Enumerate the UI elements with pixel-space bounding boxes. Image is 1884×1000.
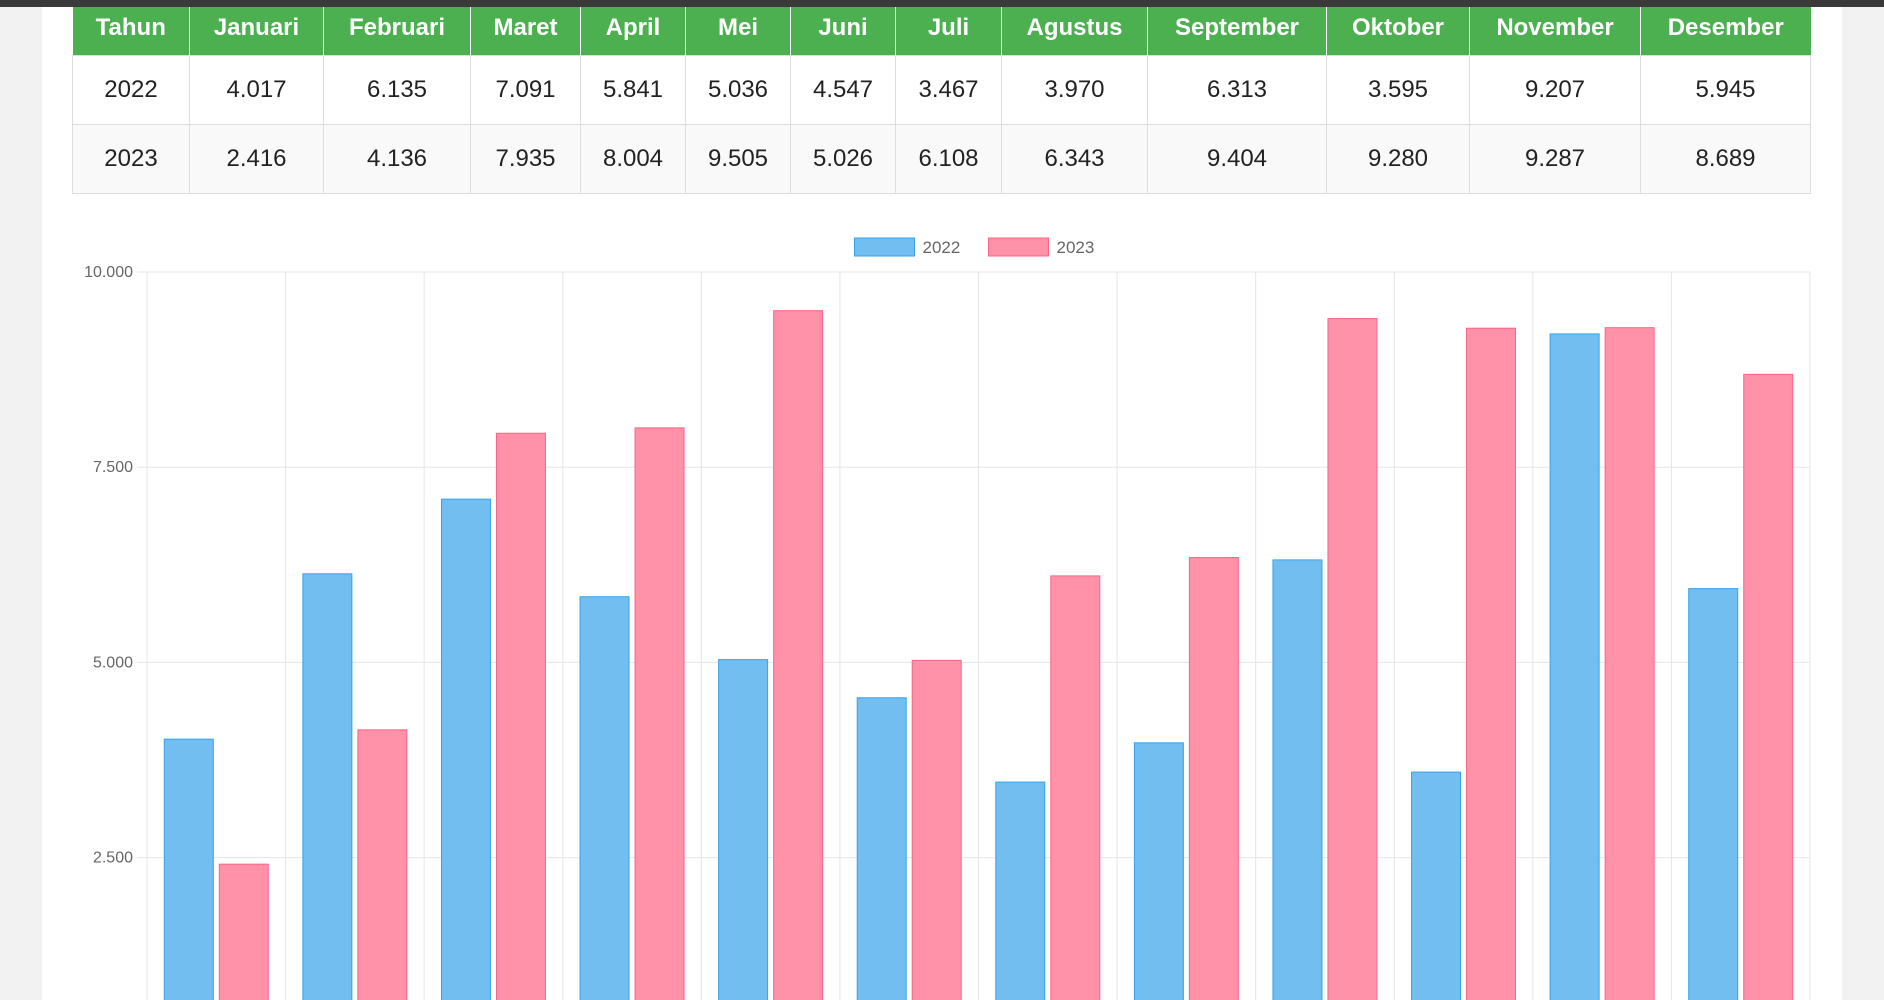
table-cell: 6.343	[1001, 123, 1148, 194]
bar-2022-desember[interactable]	[1688, 588, 1739, 1000]
table-cell: 9.404	[1147, 123, 1327, 194]
bar-2023-desember[interactable]	[1743, 373, 1794, 1000]
header-september: September	[1147, 7, 1327, 55]
table-cell: 3.970	[1001, 54, 1148, 125]
content-card: Tahun Januari Februari Maret April Mei J…	[42, 7, 1842, 1000]
bar-chart: 10.000 7.500 5.000 2.500 2022 2023	[84, 237, 1811, 1000]
header-juni: Juni	[790, 7, 896, 55]
legend-label: 2022	[923, 238, 961, 257]
bar-2022-september[interactable]	[1272, 559, 1323, 1000]
browser-top-bar	[0, 0, 1884, 7]
legend-swatch	[988, 237, 1049, 257]
chart-y-ticks: 10.000 7.500 5.000 2.500	[84, 264, 133, 867]
bar-2023-november[interactable]	[1604, 327, 1655, 1000]
table-row: 2022 4.017 6.135 7.091 5.841 5.036 4.547…	[72, 54, 1811, 125]
table-cell: 9.505	[685, 123, 791, 194]
table-cell: 5.026	[790, 123, 896, 194]
bar-2022-februari[interactable]	[302, 573, 353, 1000]
y-tick-label: 10.000	[84, 264, 133, 281]
table-cell: 2.416	[189, 123, 324, 194]
table-cell: 6.108	[895, 123, 1002, 194]
header-april: April	[580, 7, 686, 55]
header-juli: Juli	[895, 7, 1002, 55]
header-desember: Desember	[1640, 7, 1811, 55]
header-tahun: Tahun	[72, 7, 190, 55]
table-cell: 8.004	[580, 123, 686, 194]
table-cell: 7.935	[470, 123, 581, 194]
bar-2023-april[interactable]	[634, 427, 685, 1000]
table-row: 2023 2.416 4.136 7.935 8.004 9.505 5.026…	[72, 123, 1811, 194]
legend-label: 2023	[1057, 238, 1095, 257]
header-maret: Maret	[470, 7, 581, 55]
table-cell: 5.841	[580, 54, 686, 125]
legend-item-2023[interactable]: 2023	[988, 237, 1095, 257]
bar-2023-januari[interactable]	[218, 863, 269, 1000]
bar-2022-januari[interactable]	[163, 738, 214, 1000]
chart-grid	[137, 271, 1811, 1000]
table-cell: 2022	[72, 54, 190, 125]
bar-2023-september[interactable]	[1327, 318, 1378, 1000]
chart-bars	[163, 310, 1794, 1000]
table-cell: 7.091	[470, 54, 581, 125]
bar-2022-april[interactable]	[579, 596, 630, 1000]
bar-2022-mei[interactable]	[718, 659, 769, 1000]
table-cell: 3.595	[1326, 54, 1470, 125]
bar-2022-maret[interactable]	[440, 498, 491, 1000]
table-cell: 5.036	[685, 54, 791, 125]
table-cell: 4.547	[790, 54, 896, 125]
header-november: November	[1469, 7, 1641, 55]
header-februari: Februari	[323, 7, 471, 55]
bar-2022-juli[interactable]	[995, 781, 1046, 1000]
bar-2023-juni[interactable]	[911, 659, 962, 1000]
data-table: Tahun Januari Februari Maret April Mei J…	[72, 7, 1811, 194]
legend-swatch	[854, 237, 915, 257]
y-tick-label: 7.500	[93, 459, 133, 476]
bar-2023-juli[interactable]	[1050, 575, 1101, 1000]
bar-2022-november[interactable]	[1549, 333, 1600, 1000]
bar-2023-mei[interactable]	[773, 310, 824, 1000]
bar-2023-oktober[interactable]	[1466, 327, 1517, 1000]
table-cell: 8.689	[1640, 123, 1811, 194]
table-cell: 4.017	[189, 54, 324, 125]
bar-2022-oktober[interactable]	[1411, 771, 1462, 1000]
bar-2022-juni[interactable]	[856, 697, 907, 1000]
header-oktober: Oktober	[1326, 7, 1470, 55]
table-cell: 9.207	[1469, 54, 1641, 125]
header-agustus: Agustus	[1001, 7, 1148, 55]
bar-2022-agustus[interactable]	[1133, 742, 1184, 1000]
y-tick-label: 2.500	[93, 850, 133, 867]
y-tick-label: 5.000	[93, 654, 133, 671]
table-cell: 4.136	[323, 123, 471, 194]
bar-2023-maret[interactable]	[495, 432, 546, 1000]
bar-2023-agustus[interactable]	[1188, 557, 1239, 1000]
table-cell: 9.280	[1326, 123, 1470, 194]
table-cell: 2023	[72, 123, 190, 194]
legend-item-2022[interactable]: 2022	[854, 237, 961, 257]
header-januari: Januari	[189, 7, 324, 55]
bar-2023-februari[interactable]	[357, 729, 408, 1000]
table-cell: 3.467	[895, 54, 1002, 125]
table-cell: 9.287	[1469, 123, 1641, 194]
header-mei: Mei	[685, 7, 791, 55]
chart-legend[interactable]: 2022 2023	[854, 237, 1095, 257]
table-header-row: Tahun Januari Februari Maret April Mei J…	[72, 7, 1811, 55]
